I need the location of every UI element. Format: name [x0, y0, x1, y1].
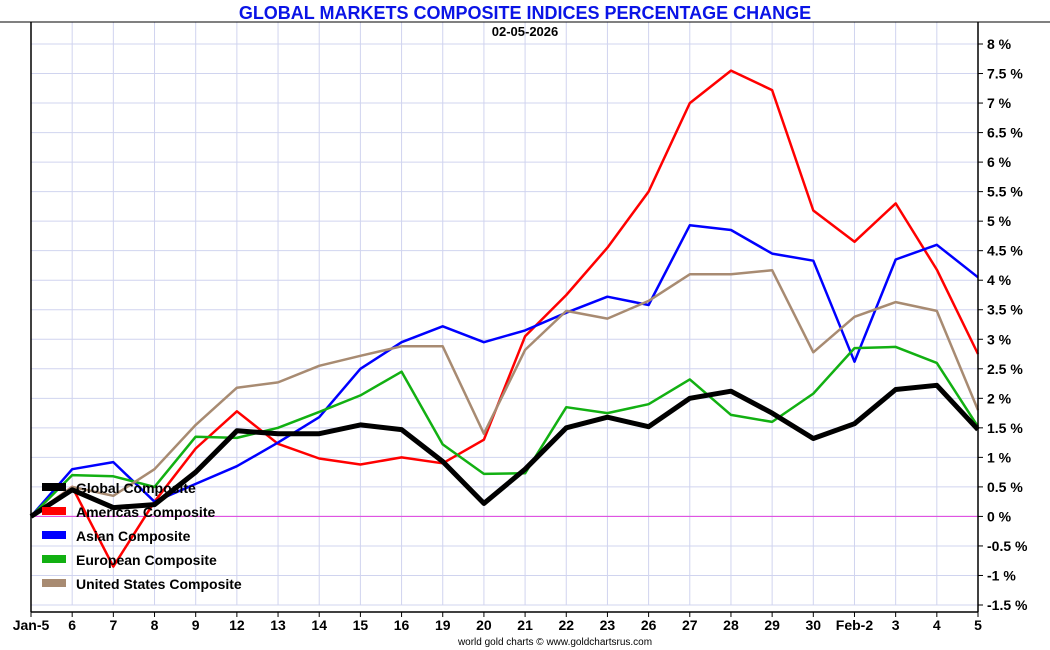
- series-line-european-composite: [30, 345, 980, 518]
- y-tick-label: 5.5 %: [987, 184, 1023, 200]
- series-line-united-states-composite: [30, 268, 980, 518]
- x-tick-label: 8: [151, 617, 159, 633]
- x-tick-label: 23: [600, 617, 616, 633]
- x-tick-label: 4: [933, 617, 941, 633]
- legend-swatch: [42, 531, 66, 539]
- axes: [0, 21, 1050, 613]
- y-tick-label: 0.5 %: [987, 479, 1023, 495]
- legend-label: Global Composite: [76, 480, 196, 496]
- x-tick-label: Feb-2: [836, 617, 874, 633]
- x-axis-ticks: Jan-5 6 7 8 9 12 13 14 15 16 19 20 21 22 23 26 27 28 29 30 F…: [13, 612, 982, 633]
- x-tick-label: 29: [764, 617, 780, 633]
- y-tick-label: 7 %: [987, 95, 1012, 111]
- x-tick-label: 19: [435, 617, 451, 633]
- y-tick-label: 4 %: [987, 272, 1012, 288]
- series-line-americas-composite: [30, 69, 980, 568]
- y-tick-label: -0.5 %: [987, 538, 1028, 554]
- x-tick-label: 3: [892, 617, 900, 633]
- x-tick-label: 28: [723, 617, 739, 633]
- legend: Global Composite Americas Composite Asian …: [42, 480, 242, 592]
- y-tick-label: -1.5 %: [987, 597, 1028, 613]
- x-tick-label: 30: [806, 617, 822, 633]
- series-group: [29, 69, 980, 568]
- y-tick-label: 4.5 %: [987, 243, 1023, 259]
- y-tick-label: -1 %: [987, 567, 1016, 583]
- x-tick-label: 9: [192, 617, 200, 633]
- y-tick-label: 1 %: [987, 449, 1012, 465]
- x-tick-label: 16: [394, 617, 410, 633]
- y-tick-label: 3 %: [987, 331, 1012, 347]
- x-tick-label: 20: [476, 617, 492, 633]
- x-tick-label: 7: [109, 617, 117, 633]
- x-tick-label: 22: [558, 617, 574, 633]
- legend-swatch: [42, 555, 66, 563]
- chart-title: GLOBAL MARKETS COMPOSITE INDICES PERCENT…: [238, 3, 812, 23]
- x-tick-label: 15: [353, 617, 369, 633]
- x-tick-label: 26: [641, 617, 657, 633]
- y-axis-ticks: 8 % 7.5 % 7 % 6.5 % 6 % 5.5 % 5 % 4.5 % 4 % 3.5 %…: [978, 36, 1028, 613]
- legend-swatch: [42, 579, 66, 587]
- y-tick-label: 1.5 %: [987, 420, 1023, 436]
- legend-label: United States Composite: [76, 576, 242, 592]
- x-tick-label: 5: [974, 617, 982, 633]
- y-tick-label: 6 %: [987, 154, 1012, 170]
- chart-footer: world gold charts © www.goldchartsrus.co…: [457, 637, 653, 648]
- x-tick-label: 14: [311, 617, 327, 633]
- legend-swatch: [42, 483, 66, 491]
- y-tick-label: 8 %: [987, 36, 1012, 52]
- legend-label: Americas Composite: [76, 504, 215, 520]
- series-line-asian-composite: [30, 224, 979, 518]
- x-tick-label: 12: [229, 617, 245, 633]
- series-line-global-composite: [29, 382, 980, 519]
- y-tick-label: 0 %: [987, 508, 1012, 524]
- legend-label: European Composite: [76, 552, 217, 568]
- legend-label: Asian Composite: [76, 528, 191, 544]
- y-tick-label: 7.5 %: [987, 66, 1023, 82]
- x-tick-label: 21: [517, 617, 533, 633]
- y-tick-label: 3.5 %: [987, 302, 1023, 318]
- x-tick-label: Jan-5: [13, 617, 50, 633]
- y-tick-label: 6.5 %: [987, 125, 1023, 141]
- x-tick-label: 27: [682, 617, 698, 633]
- y-tick-label: 5 %: [987, 213, 1012, 229]
- legend-swatch: [42, 507, 66, 515]
- x-tick-label: 6: [68, 617, 76, 633]
- y-tick-label: 2 %: [987, 390, 1012, 406]
- x-tick-label: 13: [270, 617, 286, 633]
- y-tick-label: 2.5 %: [987, 361, 1023, 377]
